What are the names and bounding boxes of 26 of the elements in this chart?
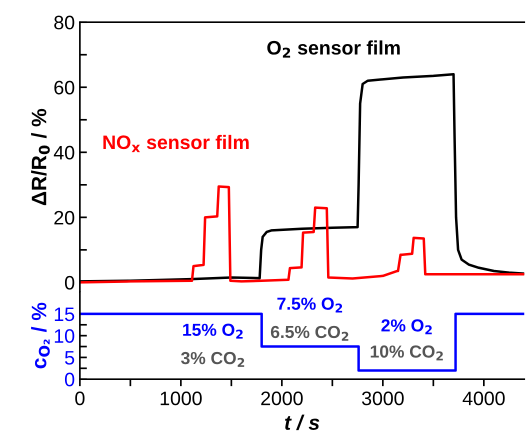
x-tick-label: 2000 [261,391,303,406]
y-tick-label: 40 [54,146,74,160]
annotation: 2% O$_{2}$ [381,319,432,334]
y-axis-title: c$_{O₂}$ / % [31,302,50,368]
x-tick-label: 1000 [160,391,202,406]
x-tick-label: 3000 [362,391,404,406]
y-tick-label: 0 [64,372,74,386]
y-tick-label: 15 [54,308,74,322]
y-tick-label: 5 [64,351,74,365]
y-tick-label: 80 [54,16,74,30]
annotation: 15% O$_{2}$ [183,324,243,339]
annotation: 10% CO$_{2}$ [370,345,443,360]
y-axis-title: ΔR/R$_{0}$ / % [31,108,50,206]
annotation: 3% CO$_{2}$ [181,352,244,367]
annotation: 7.5% O$_{2}$ [277,298,342,313]
y-tick-label: 10 [54,329,74,343]
series-label: O$_{2}$ sensor film [267,40,400,58]
y-tick-label: 0 [64,276,74,290]
annotation: 6.5% CO$_{2}$ [270,326,348,341]
y-tick-label: 60 [54,80,74,94]
y-tick-label: 20 [54,210,74,225]
text: NO$_{x}$ sensor film [103,134,249,152]
line-series [80,185,524,284]
x-tick-label: 4000 [462,391,505,406]
x-axis-title: t / s [284,414,320,430]
x-tick-label: 0 [75,391,85,406]
